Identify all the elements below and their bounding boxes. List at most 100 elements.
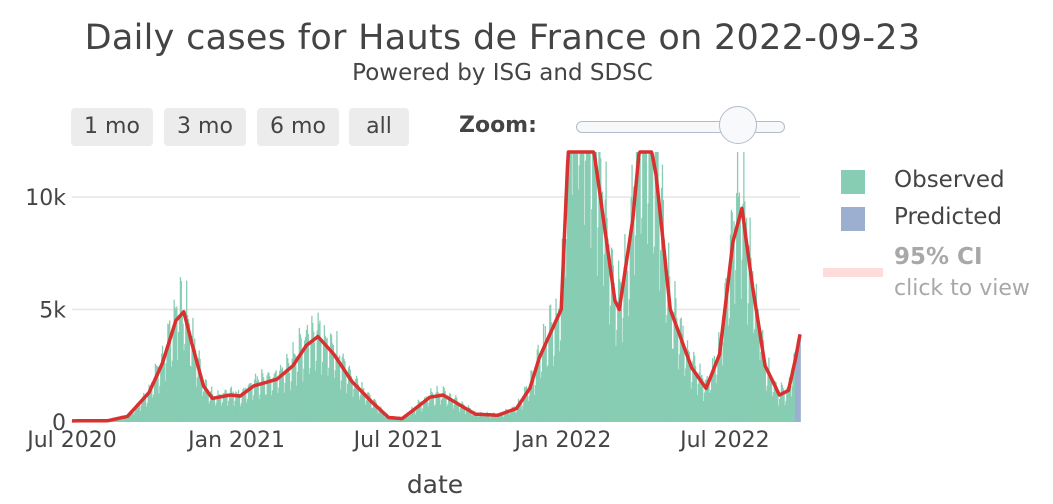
observed-bar bbox=[465, 414, 467, 422]
legend-observed-swatch[interactable] bbox=[841, 170, 865, 194]
observed-bar bbox=[506, 409, 508, 422]
observed-bar bbox=[592, 152, 594, 422]
observed-bar bbox=[757, 309, 759, 422]
observed-bar bbox=[138, 402, 140, 422]
observed-bar bbox=[397, 418, 399, 422]
range-all-button[interactable]: all bbox=[349, 108, 409, 146]
observed-bar bbox=[248, 383, 250, 422]
observed-bar bbox=[597, 227, 599, 422]
observed-bar bbox=[216, 398, 218, 422]
observed-bar bbox=[544, 325, 546, 422]
observed-bar bbox=[267, 372, 269, 422]
observed-bar bbox=[199, 358, 201, 422]
observed-bar bbox=[358, 399, 360, 422]
observed-bar bbox=[243, 387, 245, 422]
observed-bar bbox=[595, 152, 597, 422]
observed-bar bbox=[129, 412, 131, 422]
observed-bar bbox=[305, 329, 308, 422]
observed-bar bbox=[509, 412, 512, 422]
range-3mo-button[interactable]: 3 mo bbox=[164, 108, 246, 146]
observed-bar bbox=[189, 365, 191, 422]
observed-bar bbox=[504, 410, 506, 422]
observed-bar bbox=[214, 405, 216, 422]
observed-bar bbox=[383, 416, 385, 422]
observed-bar bbox=[572, 152, 574, 422]
observed-bar bbox=[431, 392, 434, 422]
observed-bar bbox=[230, 386, 233, 422]
observed-bar bbox=[687, 350, 690, 422]
range-1mo-button[interactable]: 1 mo bbox=[71, 108, 153, 146]
observed-bar bbox=[131, 410, 133, 422]
observed-bar bbox=[261, 369, 263, 422]
range-6mo-button[interactable]: 6 mo bbox=[257, 108, 339, 146]
observed-bar bbox=[178, 315, 181, 422]
observed-bar bbox=[372, 399, 375, 422]
observed-bar bbox=[617, 305, 619, 422]
observed-bar bbox=[320, 338, 322, 422]
observed-bar bbox=[468, 407, 470, 422]
y-tick-label: 10k bbox=[25, 186, 66, 211]
observed-bar bbox=[651, 152, 654, 422]
observed-bar bbox=[279, 364, 282, 422]
observed-bar bbox=[651, 152, 653, 422]
observed-bar bbox=[672, 348, 674, 422]
observed-bar bbox=[211, 393, 214, 422]
observed-bar bbox=[337, 357, 339, 422]
observed-bar bbox=[316, 330, 318, 422]
observed-bar bbox=[736, 152, 739, 422]
observed-bar bbox=[689, 361, 691, 422]
observed-bar bbox=[634, 235, 637, 422]
observed-bar bbox=[233, 405, 235, 422]
observed-bar bbox=[685, 351, 688, 422]
observed-bar bbox=[148, 384, 150, 422]
observed-bar bbox=[753, 329, 756, 422]
legend-ci-swatch[interactable] bbox=[823, 268, 883, 277]
observed-bar bbox=[196, 377, 199, 422]
observed-bar bbox=[440, 399, 443, 422]
observed-bar bbox=[153, 377, 156, 422]
observed-bar bbox=[656, 152, 658, 422]
observed-bar bbox=[360, 389, 362, 422]
observed-bar bbox=[345, 374, 347, 422]
observed-bar bbox=[115, 419, 117, 422]
observed-bar bbox=[616, 329, 618, 422]
observed-bar bbox=[527, 400, 529, 422]
observed-bar bbox=[460, 406, 462, 422]
observed-bar bbox=[279, 370, 281, 422]
zoom-slider-handle[interactable] bbox=[719, 106, 757, 144]
observed-bar bbox=[132, 410, 134, 422]
observed-bar bbox=[308, 373, 310, 422]
observed-bar bbox=[628, 299, 631, 422]
observed-bar bbox=[534, 385, 537, 422]
observed-bar bbox=[707, 383, 709, 422]
observed-bar bbox=[321, 374, 323, 422]
legend-predicted-swatch[interactable] bbox=[841, 207, 865, 231]
observed-bar bbox=[644, 152, 647, 422]
observed-bar bbox=[169, 341, 172, 422]
observed-bar bbox=[303, 368, 305, 422]
legend-ci-title[interactable]: 95% CI bbox=[894, 244, 983, 270]
observed-bar bbox=[657, 152, 659, 422]
observed-bar bbox=[160, 363, 162, 422]
legend-predicted-label[interactable]: Predicted bbox=[894, 204, 1002, 230]
observed-bar bbox=[389, 419, 392, 422]
observed-bar bbox=[238, 393, 241, 422]
observed-bar bbox=[362, 388, 364, 422]
observed-bar bbox=[390, 418, 393, 422]
smooth-line bbox=[71, 150, 802, 423]
observed-bar bbox=[581, 152, 583, 422]
observed-bar bbox=[161, 345, 164, 422]
observed-bar bbox=[567, 152, 570, 422]
observed-bar bbox=[667, 271, 669, 422]
observed-bar bbox=[714, 359, 716, 422]
observed-bar bbox=[355, 378, 357, 422]
observed-bar bbox=[255, 381, 258, 422]
legend-observed-label[interactable]: Observed bbox=[894, 167, 1005, 193]
observed-bar bbox=[561, 238, 563, 422]
observed-bar bbox=[143, 392, 145, 422]
observed-bar bbox=[364, 392, 366, 422]
observed-bar bbox=[295, 356, 297, 422]
observed-bar bbox=[423, 402, 425, 422]
legend-ci-hint[interactable]: click to view bbox=[894, 276, 1030, 301]
observed-bar bbox=[580, 152, 582, 422]
